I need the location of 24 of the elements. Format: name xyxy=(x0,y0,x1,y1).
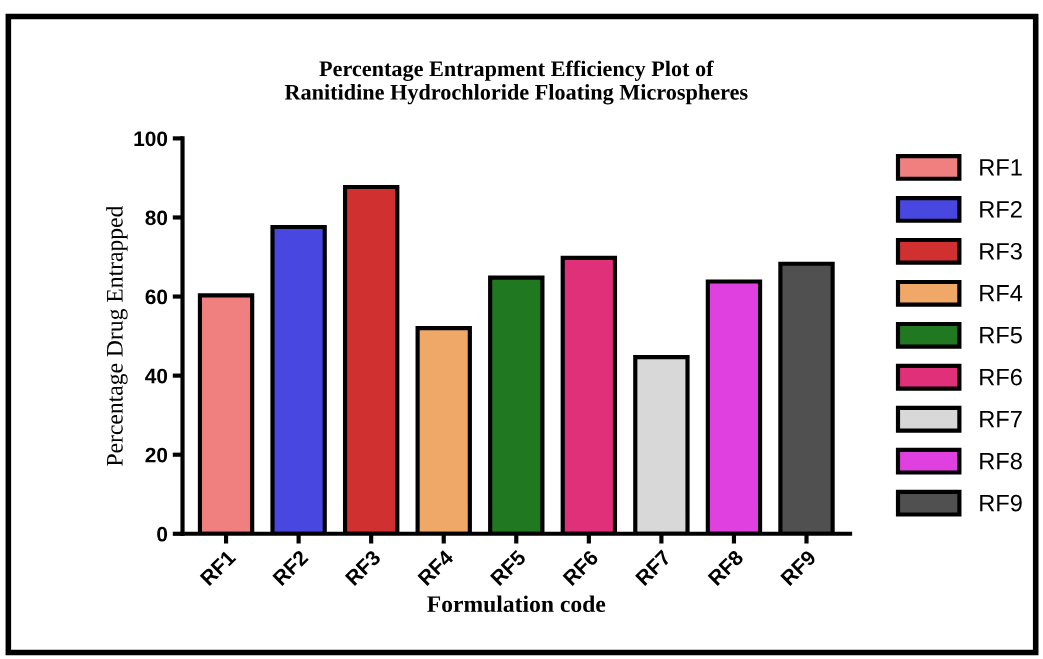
legend-label: RF7 xyxy=(980,411,1022,428)
legend-label: RF6 xyxy=(980,368,1022,386)
y-tick-label: 0 xyxy=(157,526,168,542)
y-tick-label: 20 xyxy=(145,447,168,463)
x-tick-label: RF2 xyxy=(272,549,309,586)
legend-label: RF1 xyxy=(980,159,1022,176)
y-tick-label: 100 xyxy=(134,131,168,147)
x-tick-label: RF6 xyxy=(562,549,600,587)
y-tick-label: 40 xyxy=(145,368,168,384)
y-tick-label: 80 xyxy=(145,210,168,226)
x-tick-label: RF9 xyxy=(780,549,817,587)
legend-label: RF5 xyxy=(980,327,1022,344)
y-tick-label: 60 xyxy=(145,289,168,305)
legend-label: RF8 xyxy=(980,452,1022,470)
legend-label: RF2 xyxy=(980,200,1022,218)
x-tick-label: RF3 xyxy=(344,549,382,587)
legend-label: RF3 xyxy=(980,242,1022,260)
x-tick-label: RF1 xyxy=(199,549,237,586)
legend-label: RF4 xyxy=(980,285,1023,302)
x-tick-label: RF8 xyxy=(707,549,745,587)
chart-title: Percentage Entrapment Efficiency Plot of Ranitidine Hydrochloride Floating Microspheres xyxy=(284,60,748,105)
y-axis-title: Percentage Drug Entrapped xyxy=(106,205,128,466)
x-axis-title: Formulation code xyxy=(427,595,606,613)
legend-label: RF9 xyxy=(980,494,1022,512)
